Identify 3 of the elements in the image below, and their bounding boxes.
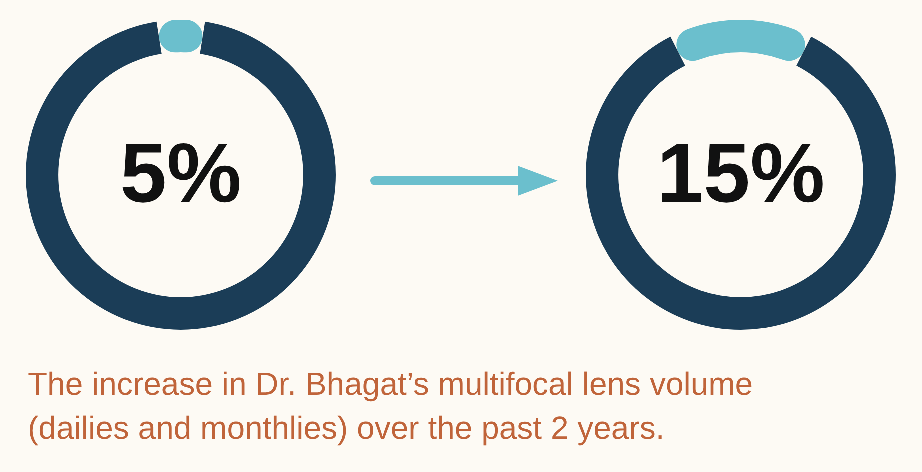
data-label: 5% <box>120 126 242 220</box>
data-label: 15% <box>656 126 826 220</box>
text: The increase in Dr. Bhagat’s multifocal lens volume (dailies and monthlies) over the past 2 years. <box>28 365 754 448</box>
